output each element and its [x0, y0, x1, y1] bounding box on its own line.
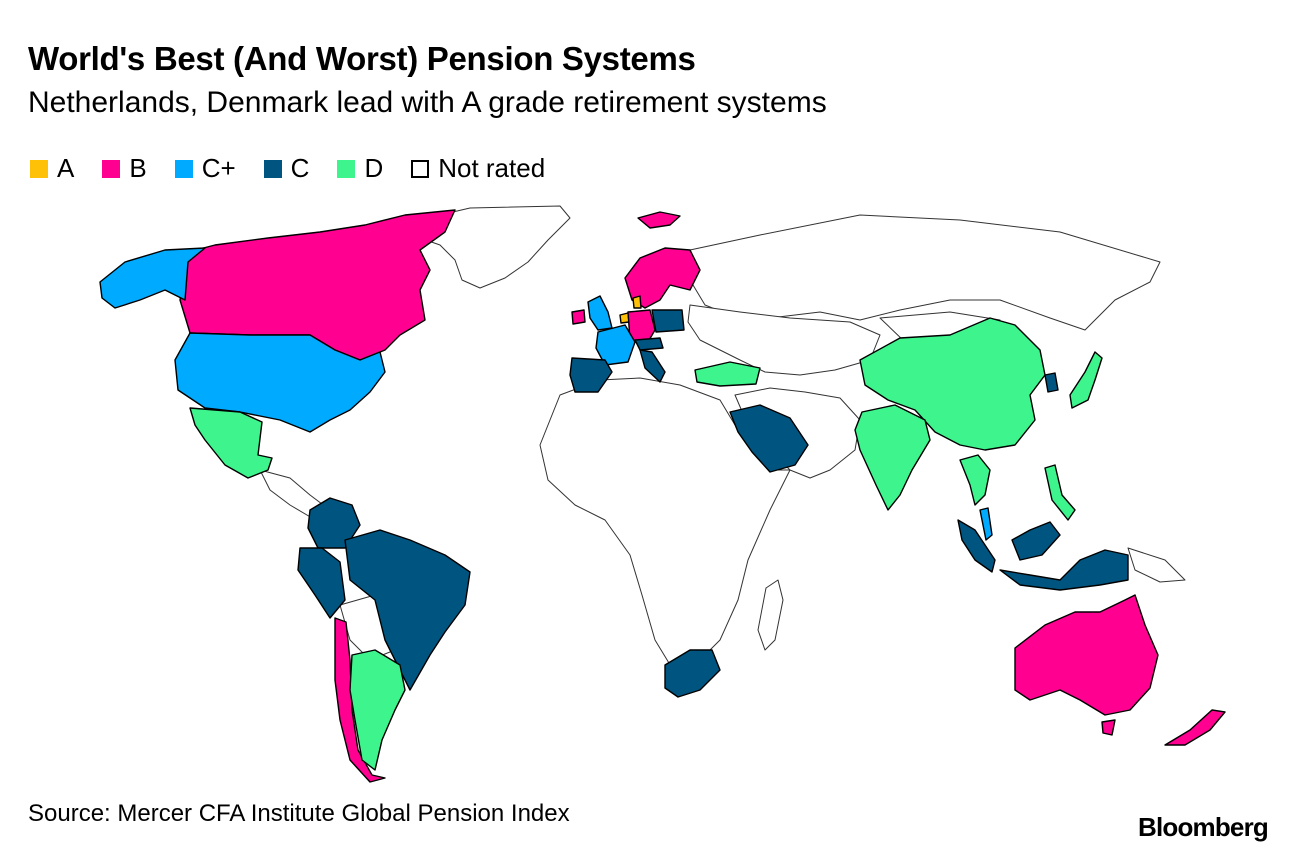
legend-label-b: B	[129, 153, 147, 183]
australia	[1014, 594, 1159, 716]
papua-new-guinea	[1127, 547, 1186, 583]
poland	[651, 309, 685, 333]
legend-item-a: A	[30, 153, 74, 184]
indonesia-east	[999, 549, 1129, 591]
chile	[334, 617, 386, 783]
austria-region	[634, 337, 664, 351]
italy	[639, 349, 666, 383]
legend-swatch-b	[102, 159, 121, 178]
india	[854, 404, 931, 511]
turkey	[694, 361, 761, 387]
legend-swatch-d	[337, 159, 356, 178]
legend-swatch-not-rated	[411, 159, 430, 178]
legend-item-c-plus: C+	[174, 153, 236, 184]
alaska	[99, 247, 206, 309]
spain-portugal	[569, 357, 613, 393]
saudi-arabia	[729, 404, 809, 473]
legend-swatch-c-plus	[174, 159, 193, 178]
legend-label-c: C	[290, 153, 310, 183]
colombia	[307, 497, 361, 549]
legend-item-b: B	[102, 153, 147, 184]
france	[595, 324, 636, 366]
denmark	[632, 295, 642, 309]
legend-item-d: D	[337, 153, 383, 184]
source-note: Source: Mercer CFA Institute Global Pens…	[28, 800, 570, 827]
south-africa	[664, 649, 721, 698]
greenland	[409, 205, 571, 289]
legend-swatch-a	[30, 159, 48, 178]
legend-label-a: A	[57, 153, 75, 183]
united-kingdom	[587, 295, 613, 331]
philippines	[1044, 464, 1076, 521]
bloomberg-logo: Bloomberg	[1137, 812, 1269, 842]
africa	[539, 377, 791, 669]
japan	[1069, 351, 1103, 409]
legend-swatch-c	[263, 159, 282, 178]
tasmania	[1101, 719, 1116, 736]
legend-label-d: D	[364, 153, 384, 183]
russia-north-asia	[689, 214, 1161, 331]
legend-item-not-rated: Not rated	[411, 153, 545, 184]
peru	[297, 547, 346, 619]
legend: A B C+ C D Not rated	[30, 153, 573, 184]
united-states	[174, 332, 386, 433]
malaysia	[1011, 521, 1061, 561]
central-asia-europe-east	[687, 304, 881, 376]
vietnam-region	[979, 507, 993, 541]
chart-subtitle: Netherlands, Denmark lead with A grade r…	[28, 86, 827, 119]
iceland	[637, 211, 681, 229]
indonesia-sumatra	[957, 519, 996, 573]
chart-title: World's Best (And Worst) Pension Systems	[28, 40, 696, 77]
china	[859, 317, 1046, 451]
brazil	[344, 529, 471, 691]
legend-label-c-plus: C+	[201, 153, 236, 183]
legend-label-not-rated: Not rated	[438, 153, 546, 183]
new-zealand	[1164, 709, 1226, 746]
world-map	[99, 205, 1226, 783]
ireland	[571, 309, 586, 325]
thailand	[959, 454, 991, 506]
mexico	[189, 407, 273, 479]
south-korea	[1044, 372, 1059, 393]
legend-item-c: C	[263, 153, 310, 184]
madagascar	[757, 579, 784, 651]
argentina	[349, 649, 406, 771]
